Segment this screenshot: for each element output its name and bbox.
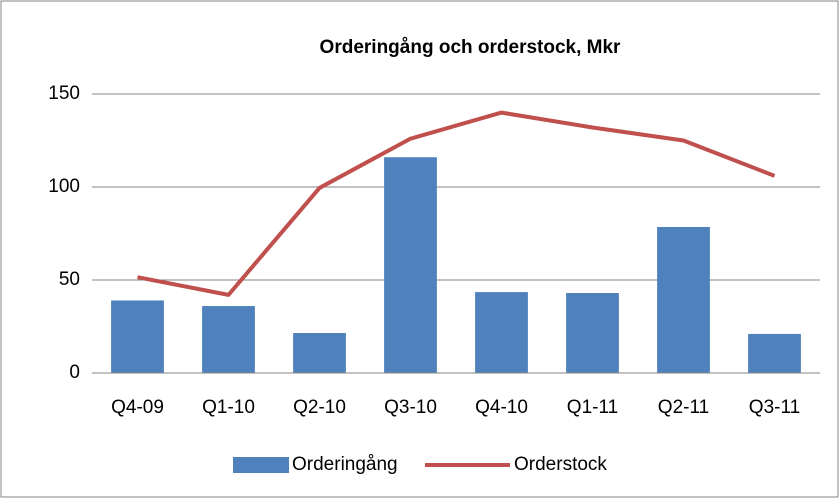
y-tick-label: 150 (48, 83, 80, 104)
bar (293, 333, 346, 373)
bar (748, 333, 801, 373)
line (137, 110, 776, 297)
y-tick-label: 0 (69, 362, 80, 383)
y-tick-label: 50 (59, 269, 80, 290)
x-tick-label: Q4-09 (111, 397, 164, 418)
x-tick-label: Q4-10 (475, 397, 528, 418)
bar (566, 293, 619, 373)
x-tick-label: Q1-11 (567, 397, 618, 418)
legend-swatch (233, 457, 289, 473)
bar (384, 157, 437, 373)
y-tick-label: 100 (48, 176, 80, 197)
bar (657, 226, 710, 373)
x-tick-label: Q3-11 (749, 397, 800, 418)
x-tick-label: Q2-11 (658, 397, 709, 418)
legend-label: Orderstock (514, 454, 607, 475)
x-tick-label: Q3-10 (384, 397, 437, 418)
bar (475, 292, 528, 373)
bar (111, 300, 164, 373)
bar (202, 306, 255, 373)
x-tick-label: Q1-10 (202, 397, 255, 418)
x-tick-label: Q2-10 (293, 397, 346, 418)
legend-label: Orderingång (292, 454, 398, 475)
chart-title: Orderingång och orderstock, Mkr (320, 37, 621, 58)
